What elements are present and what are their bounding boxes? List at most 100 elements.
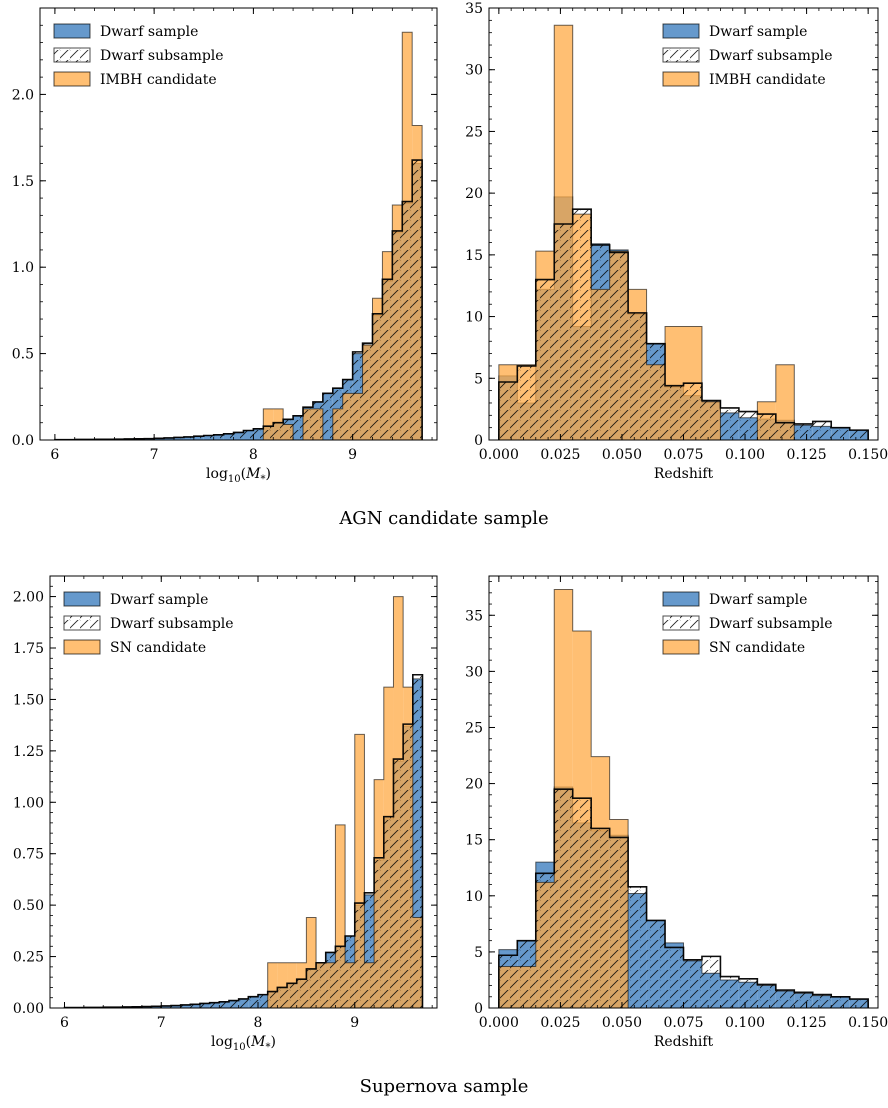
y-tick-label: 0.50 xyxy=(13,898,44,914)
hatch-bar xyxy=(293,415,304,440)
hatch-bar xyxy=(609,837,629,1008)
x-tick-label: 0.150 xyxy=(848,1015,888,1031)
orange-bar xyxy=(775,364,795,440)
y-tick-label: 10 xyxy=(465,889,483,905)
plot-area xyxy=(498,24,869,440)
x-tick-label: 0.025 xyxy=(540,447,580,463)
x-tick-label: 0.100 xyxy=(725,447,765,463)
hatch-bar xyxy=(628,312,647,440)
hatch-bar xyxy=(794,992,813,1008)
y-tick-label: 25 xyxy=(465,124,483,140)
x-tick-label: 6 xyxy=(50,447,59,463)
hatch-bar xyxy=(287,983,297,1008)
hatch-bar xyxy=(554,789,573,1008)
panel-agn-redshift: 0.000 0.025 0.050 0.075 0.100 0.125 0.150 0 5 10 1… xyxy=(465,1,888,482)
hatch-bar xyxy=(342,379,353,440)
hatch-bar xyxy=(403,724,413,1008)
x-tick-label: 9 xyxy=(350,1015,359,1031)
hatch-bar xyxy=(322,393,333,440)
hatch-bar xyxy=(303,407,313,440)
hatch-bar xyxy=(352,351,363,440)
hatch-bar xyxy=(831,996,850,1008)
y-tick-label: 5 xyxy=(474,371,483,387)
x-tick-label: 9 xyxy=(348,447,357,463)
x-tick-label: 8 xyxy=(254,1015,263,1031)
hatch-outline xyxy=(498,208,869,440)
hatch-bar xyxy=(154,438,165,440)
hatch-outline xyxy=(63,673,424,1008)
legend-label: SN candidate xyxy=(110,640,206,656)
legend-swatch xyxy=(662,615,700,631)
x-tick-label: 0.000 xyxy=(479,447,519,463)
orange-bar xyxy=(263,408,274,440)
legend: Dwarf sample Dwarf subsample SN candidate xyxy=(662,591,833,656)
x-tick-label: 8 xyxy=(249,447,258,463)
plot-area xyxy=(63,596,424,1008)
hatch-bar xyxy=(183,436,194,440)
legend-label: SN candidate xyxy=(709,640,805,656)
hatch-bar xyxy=(180,1004,191,1008)
y-tick-label: 10 xyxy=(465,310,483,326)
hatch-bar xyxy=(312,401,323,440)
legend-label: Dwarf sample xyxy=(100,24,198,40)
hatch-bar xyxy=(498,381,518,440)
x-axis-label: log10(M*) xyxy=(211,1034,276,1053)
hatch-bar xyxy=(849,430,869,440)
hatch-bar xyxy=(392,230,403,440)
legend-swatch xyxy=(53,71,91,87)
panel-agn-mass: 6 7 8 9 0.0 0.5 1.0 1.5 2.0 log10(M*) Dwarf sample… xyxy=(12,7,438,485)
hatch-bar xyxy=(173,437,184,440)
hatch-bar xyxy=(701,956,721,1008)
y-tick-label: 0.0 xyxy=(12,433,34,449)
hatch-bar xyxy=(253,428,264,440)
orange-bar xyxy=(267,962,278,1008)
hatch-bar xyxy=(812,421,832,440)
y-tick-label: 2.00 xyxy=(13,590,44,606)
hatch-outline xyxy=(498,788,869,1008)
y-tick-label: 0 xyxy=(474,433,483,449)
hatch-bar xyxy=(683,383,702,440)
hatch-bar xyxy=(609,252,629,440)
hatch-bar xyxy=(263,426,274,440)
series-dwarf-subsample xyxy=(498,208,869,440)
legend-swatch xyxy=(53,23,91,39)
orange-bar xyxy=(335,824,346,1008)
hatch-bar xyxy=(213,434,224,440)
hatch-bar xyxy=(203,435,214,440)
legend-swatch xyxy=(662,591,700,607)
hatch-bar xyxy=(701,400,721,440)
hatch-bar xyxy=(296,979,307,1008)
legend-label: Dwarf subsample xyxy=(709,48,833,64)
hatch-bar xyxy=(306,968,317,1008)
series-dwarf-subsample xyxy=(54,159,423,440)
hatch-bar xyxy=(199,1003,210,1008)
axes-frame xyxy=(39,7,438,441)
hatch-outline xyxy=(54,159,423,440)
hatch-bar xyxy=(335,946,346,1008)
hatch-bar xyxy=(665,385,684,440)
y-tick-label: 15 xyxy=(465,248,483,264)
hatch-bar xyxy=(283,419,294,440)
legend-swatch xyxy=(662,47,700,63)
hatch-bar xyxy=(164,437,174,440)
legend: Dwarf sample Dwarf subsample IMBH candidat… xyxy=(53,23,224,88)
hatch-bar xyxy=(223,433,234,440)
y-tick-label: 1.0 xyxy=(12,260,34,276)
legend: Dwarf sample Dwarf subsample IMBH candidat… xyxy=(662,23,833,88)
hatch-bar xyxy=(720,976,739,1008)
hatch-bar xyxy=(258,994,268,1008)
caption-supernova-sample: Supernova sample xyxy=(359,1076,529,1097)
legend-swatch xyxy=(53,47,91,63)
y-tick-label: 1.00 xyxy=(13,795,44,811)
hatch-bar xyxy=(372,313,383,440)
hatch-bar xyxy=(794,423,813,440)
x-tick-label: 0.100 xyxy=(725,1015,765,1031)
x-tick-label: 0.075 xyxy=(663,447,703,463)
hatch-bar xyxy=(316,962,326,1008)
hatch-bar xyxy=(332,388,343,440)
y-tick-label: 1.50 xyxy=(13,692,44,708)
hatch-bar xyxy=(535,873,555,1008)
y-tick-label: 5 xyxy=(474,945,483,961)
legend-label: Dwarf sample xyxy=(709,592,807,608)
hatch-bar xyxy=(665,947,684,1008)
